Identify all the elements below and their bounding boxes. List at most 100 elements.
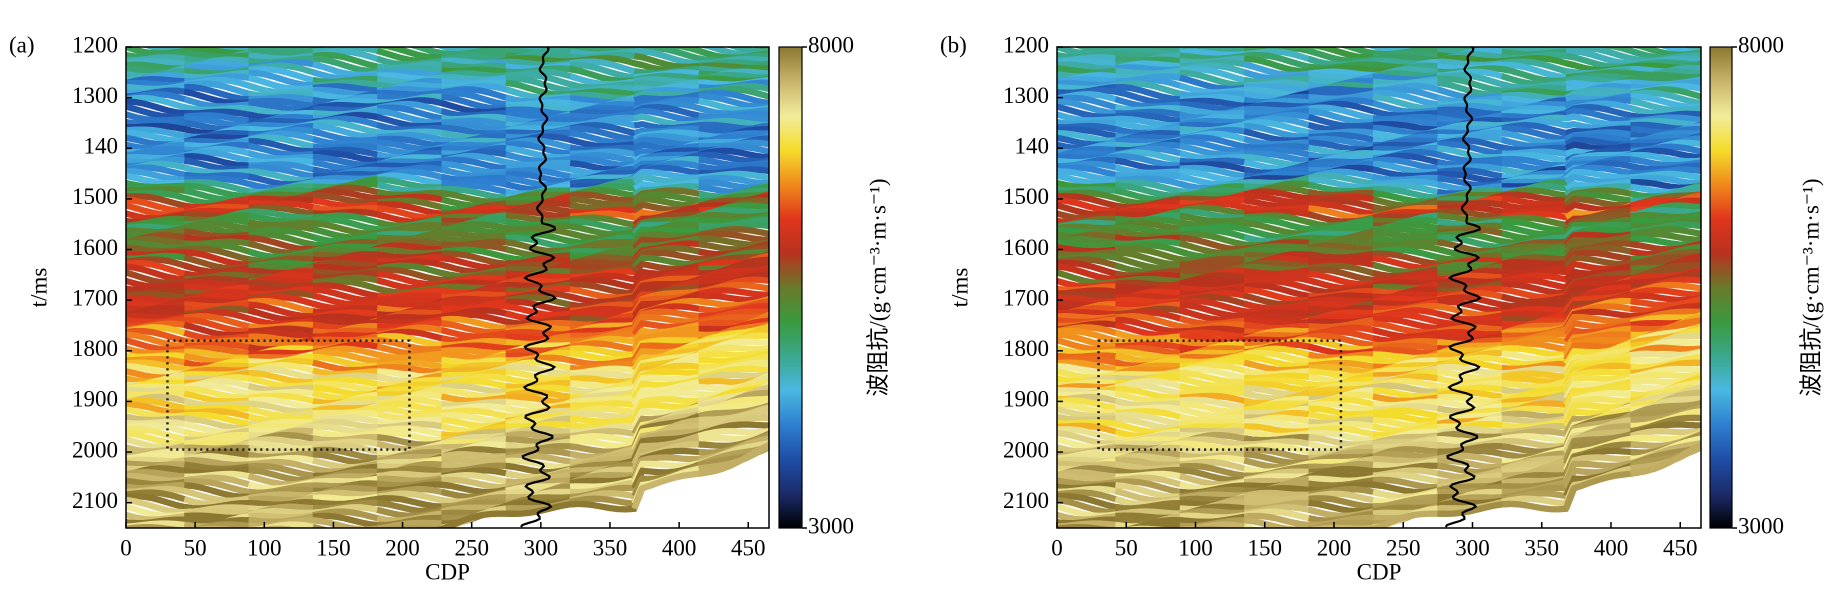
x-tick-label: 250 — [1386, 535, 1421, 560]
heatmap-stripe — [569, 214, 645, 229]
heatmap-stripe — [1115, 39, 1187, 43]
heatmap-stripe — [1631, 33, 1703, 42]
heatmap-stripe — [120, 30, 192, 42]
y-axis-label: t/ms — [947, 268, 972, 308]
heatmap-stripe — [1179, 521, 1253, 528]
heatmap-stripe — [1114, 382, 1188, 397]
heatmap-stripe — [634, 26, 706, 32]
heatmap-stripe — [1057, 94, 1124, 112]
heatmap-stripe — [569, 483, 645, 508]
heatmap-stripe — [441, 246, 515, 262]
heatmap-stripe — [1437, 500, 1510, 517]
y-tick-label: 1900 — [72, 387, 118, 412]
heatmap-stripe — [126, 419, 193, 429]
heatmap-stripe — [1437, 298, 1510, 314]
heatmap-stripe — [313, 33, 385, 37]
heatmap-stripe — [1114, 80, 1189, 99]
y-tick-label: 2000 — [72, 437, 118, 462]
heatmap-stripe — [120, 27, 192, 35]
x-tick-label: 200 — [1317, 535, 1352, 560]
x-tick-label: 450 — [1663, 535, 1698, 560]
heatmap-stripe — [1114, 452, 1188, 465]
heatmap-stripe — [1180, 35, 1252, 38]
heatmap-stripe — [247, 436, 321, 448]
heatmap-stripe — [634, 38, 706, 41]
colorbar-tick-label: 8000 — [1738, 32, 1784, 57]
heatmap-stripe — [1243, 418, 1317, 431]
heatmap-stripe — [632, 104, 707, 120]
heatmap-stripe — [183, 313, 257, 331]
y-tick-label: 1900 — [1003, 387, 1049, 412]
heatmap-stripe — [1308, 425, 1382, 439]
heatmap-stripe — [1564, 104, 1639, 120]
y-axis-label: t/ms — [26, 268, 51, 308]
y-tick-label: 2000 — [1003, 437, 1049, 462]
heatmap-stripe — [1243, 428, 1317, 440]
heatmap-stripe — [1244, 36, 1316, 40]
heatmap-stripe — [1179, 69, 1252, 89]
heatmap-stripe — [634, 47, 708, 57]
heatmap-stripe — [1437, 167, 1510, 181]
heatmap-stripe — [1057, 98, 1124, 117]
heatmap-stripe — [183, 171, 257, 182]
heatmap-stripe — [312, 418, 385, 431]
heatmap-stripe — [248, 231, 321, 249]
heatmap-stripe — [1179, 164, 1253, 180]
y-tick-label: 1800 — [1003, 336, 1049, 361]
heatmap-stripe — [506, 39, 578, 44]
heatmap-stripe — [126, 126, 193, 140]
heatmap-stripe — [1051, 27, 1123, 35]
heatmap-stripe — [1566, 47, 1640, 57]
heatmap-stripe — [1631, 31, 1703, 35]
heatmap-stripe — [1179, 157, 1253, 167]
heatmap-stripe — [1115, 531, 1187, 535]
heatmap-stripe — [184, 112, 257, 125]
heatmap-stripe — [505, 364, 578, 377]
well-log — [520, 47, 558, 528]
heatmap — [120, 25, 769, 528]
heatmap-stripe — [377, 135, 450, 149]
plot-frame — [125, 46, 770, 529]
heatmap-stripe — [505, 141, 578, 157]
heatmap-stripe — [1114, 171, 1189, 182]
x-tick-label: 400 — [662, 535, 697, 560]
heatmap-stripe — [184, 344, 257, 357]
heatmap-stripe — [1244, 216, 1317, 233]
heatmap-stripe — [1501, 61, 1575, 81]
heatmap-stripe — [1307, 242, 1381, 253]
heatmap-stripe — [1057, 527, 1068, 528]
highlight-box — [166, 339, 411, 451]
heatmap-stripe — [1436, 294, 1510, 310]
heatmap-stripe — [440, 510, 514, 528]
heatmap-stripe — [1308, 490, 1382, 505]
heatmap-stripe — [441, 476, 514, 491]
heatmap-stripe — [1057, 263, 1124, 283]
heatmap-stripe — [1372, 315, 1446, 332]
heatmap-stripe — [312, 188, 386, 202]
heatmap-stripe — [1392, 47, 1446, 51]
heatmap-stripe — [569, 361, 645, 380]
heatmap-stripe — [376, 495, 450, 510]
heatmap-stripe — [1179, 204, 1252, 217]
heatmap-stripe — [184, 32, 256, 40]
heatmap-stripe — [441, 156, 514, 172]
heatmap-stripe — [569, 276, 645, 291]
heatmap-stripe — [1630, 89, 1701, 107]
heatmap-stripe — [631, 396, 707, 420]
heatmap-stripe — [1309, 26, 1381, 30]
heatmap-stripe — [1565, 47, 1639, 63]
heatmap-stripe — [1115, 404, 1189, 414]
heatmap-stripe — [1179, 462, 1252, 480]
y-tick-label: 1200 — [1003, 32, 1049, 57]
x-tick-label: 0 — [120, 535, 132, 560]
heatmap-stripe — [1115, 153, 1188, 169]
x-tick-label: 0 — [1051, 535, 1063, 560]
heatmap-stripe — [1308, 201, 1381, 217]
heatmap-stripe — [376, 172, 450, 187]
heatmap-stripe — [1501, 214, 1576, 229]
heatmap-stripe — [631, 336, 707, 360]
heatmap-stripe — [313, 25, 385, 37]
heatmap-stripe — [248, 521, 322, 528]
heatmap-stripe — [1371, 510, 1446, 528]
heatmap-stripe — [1100, 47, 1123, 50]
